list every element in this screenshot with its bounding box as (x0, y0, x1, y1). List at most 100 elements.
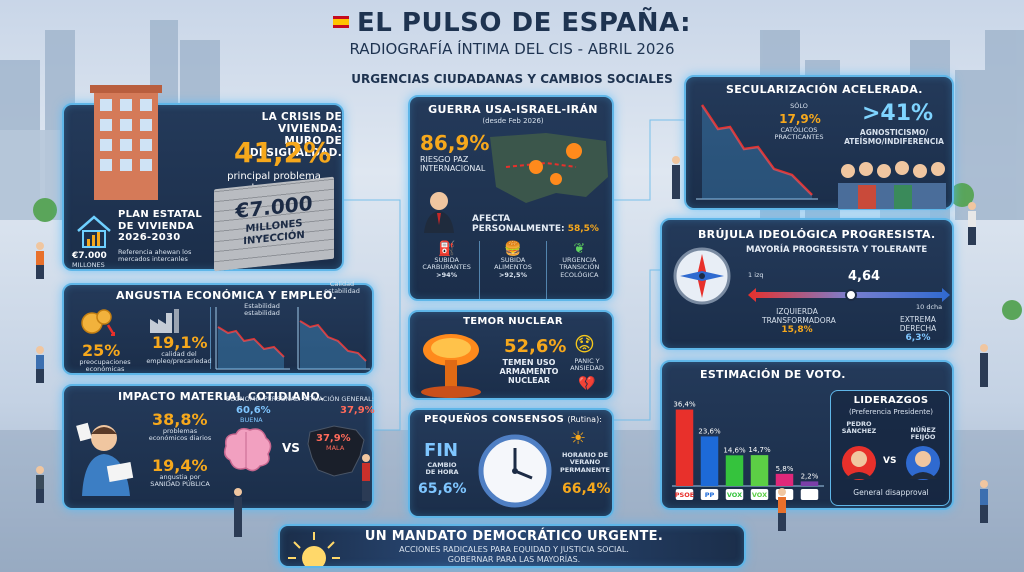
vote-party-logo-2 (725, 489, 744, 500)
brain-icon (223, 427, 272, 472)
war-affects-label: AFECTA PERSONALMENTE: 58,5% (472, 214, 599, 235)
nuclear-label-3: NUCLEAR (508, 376, 550, 386)
impact-food-value: >92,5% (498, 270, 527, 279)
secular-pct-1-label-2: PRACTICANTES (774, 133, 824, 142)
vote-party-logo-3 (750, 489, 769, 500)
footer-title: UN MANDATO DEMOCRÁTICO URGENTE. (364, 529, 664, 544)
leaders-subtitle: (Preferencia Presidente) (848, 408, 934, 416)
secularization-panel: SECULARIZACIÓN ACELERADA. SÓLO 17,9% CAT… (684, 75, 954, 210)
housing-plan-title: PLAN ESTATAL DE VIVIENDA 2026-2030 (118, 209, 202, 244)
vote-tick-label-1: PP (705, 491, 715, 499)
vote-party-logo-5 (800, 489, 819, 500)
consensus-title-text: PEQUEÑOS CONSENSOS (424, 414, 565, 425)
vote-bar-vox-2 (725, 455, 744, 486)
leader-1-avatar (842, 446, 876, 480)
vote-title: ESTIMACIÓN DE VOTO. (700, 368, 846, 381)
stability-chart-label-1: Estabilidad (244, 302, 280, 310)
vote-data-label-2: 14,6% (723, 446, 746, 454)
ideology-left-label-1: IZQUIERDA (776, 307, 818, 316)
impact-food-label-1: SUBIDA (500, 256, 526, 264)
general-situation-label: SITUACIÓN GENERAL: (303, 395, 374, 403)
footer-banner: UN MANDATO DEMOCRÁTICO URGENTE. ACCIONES… (278, 524, 746, 568)
vote-data-label-5: 2,2% (801, 472, 819, 480)
economy-pct-2: 19,1% (152, 333, 208, 352)
economy-pct-2-label: calidad del empleo/precariedad (144, 350, 214, 366)
impact-food-label-2: ALIMENTOS (494, 263, 532, 272)
fuel-pump-icon: ⛽ (437, 241, 456, 257)
panic-label-1: PANIC Y (574, 357, 600, 365)
vote-data-label-1: 23,6% (698, 427, 721, 435)
ideology-right-label-1: EXTREMA (900, 315, 936, 324)
quality-chart-label: Calidad estabilidad (310, 280, 374, 296)
impact-fuel-label-1: SUBIDA (434, 256, 459, 264)
impact-fuel-value: >94% (436, 270, 458, 279)
leaders-disapproval: General disapproval (853, 488, 929, 497)
spain-flag-icon (333, 16, 350, 28)
economy-panel: ANGUSTIA ECONÓMICA Y EMPLEO. 25% preocup… (62, 280, 374, 375)
ideology-value: 4,64 (848, 269, 881, 284)
secular-pct-2-label-2: ATEÍSMO/INDIFERENCIA (844, 136, 944, 146)
map-pct: 37,9% (316, 433, 351, 444)
worried-face-icon: 😟 (574, 332, 595, 356)
nuclear-label: TEMEN USO ARMAMENTO NUCLEAR (494, 358, 564, 386)
ideology-right-label-2: DERECHA (899, 323, 937, 333)
consensus-fin-pct: 65,6% (418, 481, 467, 497)
panic-label: PANIC Y ANSIEDAD (562, 357, 612, 373)
ideology-panel: BRÚJULA IDEOLÓGICA PROGRESISTA. MAYORÍA … (660, 218, 954, 350)
panic-label-2: ANSIEDAD (570, 364, 604, 373)
war-affects-label-2: PERSONALMENTE: (472, 223, 565, 234)
house-growth-icon (77, 215, 111, 248)
secular-only: SÓLO (790, 102, 808, 110)
ideology-right-pct: 6,3% (905, 333, 931, 344)
material-pct-2-label-1: angustia por (159, 473, 201, 481)
leaders-vs: VS (883, 456, 897, 466)
secular-pct-2: >41% (862, 101, 934, 126)
sun-icon: ☀ (570, 428, 587, 449)
plan-amount-small-label: MILLONES (72, 261, 105, 269)
vote-bar-vox-3 (750, 455, 769, 486)
quality-chart-label-1: Calidad (329, 280, 355, 288)
vote-tick-label-3: VOX (752, 491, 767, 499)
secular-pct-2-label: AGNOSTICISMO/ ATEÍSMO/INDIFERENCIA (836, 128, 952, 146)
middle-east-map (490, 133, 608, 203)
war-affects-label-1: AFECTA (472, 214, 511, 224)
war-pct: 86,9% (420, 131, 490, 155)
broken-heart-icon: 💔 (578, 376, 596, 392)
mushroom-cloud-icon (421, 334, 481, 398)
leaders-box: LIDERAZGOS (Preferencia Presidente) PEDR… (830, 390, 950, 506)
economy-pct-1: 25% (82, 341, 121, 360)
material-pct-2-label-2: SANIDAD PÚBLICA (150, 480, 210, 489)
ideology-left-label-2: TRANSFORMADORA (762, 315, 836, 325)
vote-tick-label-0: PSOE (675, 491, 694, 499)
housing-title-line-2: MURO DE DESIGUALDAD. (249, 135, 342, 160)
vote-bar-podemos-5 (800, 481, 819, 486)
secular-pct-1-label-1: CATÓLICOS (780, 126, 818, 134)
leaf-icon: ❦ (573, 241, 586, 257)
section-heading: URGENCIAS CIUDADANAS Y CAMBIOS SOCIALES (351, 72, 673, 86)
housing-panel: LA CRISIS DE VIVIENDA: MURO DE DESIGUALD… (62, 85, 344, 272)
ideology-left-end: 1 izq (748, 271, 764, 279)
material-pct-1: 38,8% (152, 410, 208, 429)
coins-icon (81, 309, 116, 336)
vote-data-label-4: 5,8% (776, 465, 794, 473)
quality-chart (297, 307, 370, 370)
fin-label-2: DE HORA (425, 468, 459, 477)
war-since: (desde Feb 2026) (482, 117, 544, 125)
impact-fuel: ⛽ SUBIDA CARBURANTES >94% (414, 241, 481, 299)
material-pct-1-label: problemas económicos diarios (140, 427, 220, 443)
footer-line-1: ACCIONES RADICALES PARA EQUIDAD Y JUSTIC… (399, 545, 629, 554)
apartment-building-icon (90, 85, 162, 200)
material-pct-2-label: angustia por SANIDAD PÚBLICA (140, 473, 220, 489)
war-pct-label-2: INTERNACIONAL (420, 164, 486, 174)
summer-pct: 66,4% (562, 481, 611, 497)
page-title: EL PULSO DE ESPAÑA: (0, 8, 1024, 38)
economy-divider (210, 307, 211, 369)
impact-fuel-label-2: CARBURANTES (422, 263, 471, 272)
material-pct-2: 19,4% (152, 456, 208, 475)
ideology-subtitle: MAYORÍA PROGRESISTA Y TOLERANTE (746, 245, 928, 255)
leader-2-name: NÚÑEZ FEIJÓO (899, 426, 947, 442)
ideology-left-label: IZQUIERDA TRANSFORMADORA 15,8% (762, 307, 836, 336)
secular-pct-1-label: CATÓLICOS PRACTICANTES (768, 126, 830, 142)
war-pct-label: RIESGO PAZ INTERNACIONAL (420, 155, 485, 173)
secularization-title: SECULARIZACIÓN ACELERADA. (726, 83, 923, 96)
